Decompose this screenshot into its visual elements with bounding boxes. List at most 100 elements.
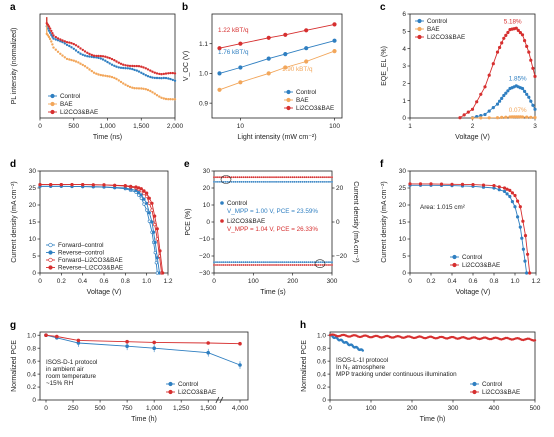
y-axis-label: PCE (%): [185, 208, 192, 235]
x-tick-label: 0.2: [426, 278, 435, 285]
data-point: [232, 264, 235, 266]
data-point: [147, 201, 151, 205]
data-point: [329, 261, 331, 263]
data-point: [250, 261, 253, 263]
y-tick-label: 15: [29, 219, 37, 226]
data-point: [260, 264, 263, 266]
x-axis-label: Time (s): [260, 289, 285, 296]
data-point: [523, 234, 528, 238]
data-point: [508, 194, 512, 199]
data-point: [252, 181, 255, 183]
data-point: [321, 176, 324, 179]
data-point: [70, 42, 73, 45]
data-point: [217, 87, 222, 92]
data-point: [274, 264, 276, 266]
data-point: [533, 339, 537, 342]
data-point: [491, 62, 495, 66]
data-point: [505, 192, 509, 196]
data-point: [475, 100, 479, 104]
panel-label-b: b: [182, 2, 188, 13]
data-point: [276, 181, 278, 183]
data-point: [51, 43, 54, 46]
data-point: [291, 176, 294, 179]
data-point: [506, 89, 510, 93]
data-point: [429, 182, 433, 186]
data-point: [101, 58, 105, 61]
series-b: [217, 38, 337, 76]
data-point: [283, 65, 288, 70]
data-point: [248, 261, 251, 263]
data-point: [90, 53, 94, 57]
x-tick-label: 500: [95, 405, 106, 412]
data-point: [248, 181, 251, 183]
data-point: [113, 183, 117, 187]
data-point: [500, 96, 504, 100]
y-tick-label: 0.6: [27, 358, 36, 365]
data-point: [162, 72, 165, 76]
data-point: [221, 261, 223, 263]
data-point: [56, 50, 60, 53]
data-point: [283, 261, 286, 263]
x-tick-label: 1: [408, 123, 412, 130]
data-point: [242, 181, 245, 183]
data-point: [238, 341, 242, 346]
data-point: [234, 261, 237, 263]
data-point: [108, 62, 111, 65]
data-point: [140, 71, 143, 75]
data-point: [133, 68, 136, 72]
y-axis-label: PL intensity (normalized): [11, 28, 18, 105]
data-point: [460, 182, 465, 186]
data-point: [238, 264, 241, 266]
x-tick-label: 200: [287, 278, 298, 285]
legend-label: Forward–Li2CO3&BAE: [58, 257, 123, 264]
data-point: [54, 38, 57, 41]
data-point: [213, 176, 215, 179]
data-point: [117, 66, 121, 69]
data-point: [525, 252, 530, 256]
data-point: [59, 183, 63, 187]
y-tick-label: 15: [399, 219, 407, 226]
data-point: [506, 30, 510, 35]
data-point: [307, 181, 310, 183]
legend-label: Control: [427, 18, 447, 25]
data-point: [299, 176, 302, 179]
data-point: [301, 181, 304, 183]
data-point: [295, 176, 298, 179]
data-point: [492, 184, 496, 188]
data-point: [142, 202, 146, 206]
legend-marker: [417, 34, 422, 40]
data-point: [77, 45, 80, 48]
data-point: [230, 261, 233, 263]
data-point: [264, 176, 266, 179]
data-point: [289, 181, 292, 183]
data-point: [500, 41, 504, 45]
data-point: [95, 54, 98, 58]
data-point: [527, 95, 531, 99]
data-point: [119, 62, 123, 65]
data-point: [313, 261, 316, 263]
data-point: [86, 55, 89, 58]
data-point: [520, 86, 525, 91]
data-point: [119, 80, 123, 84]
data-point: [115, 77, 118, 81]
data-point: [70, 46, 73, 49]
data-point: [126, 64, 129, 67]
data-point: [522, 89, 527, 93]
data-point: [155, 76, 159, 80]
y-tick-label: 0: [322, 397, 326, 404]
data-point: [51, 32, 54, 35]
x-tick-label: 0.4: [447, 278, 456, 285]
series-a: [45, 17, 177, 83]
data-point: [158, 76, 161, 80]
data-point: [291, 264, 294, 266]
data-point: [331, 261, 333, 263]
data-point: [303, 176, 306, 179]
series-b: [217, 48, 337, 92]
legend-label: Li2CO3&BAE: [60, 109, 98, 116]
data-point: [140, 87, 143, 90]
data-point: [285, 181, 288, 183]
data-point: [258, 176, 261, 179]
data-point: [65, 41, 69, 44]
data-point: [217, 46, 222, 51]
data-point: [230, 181, 233, 183]
